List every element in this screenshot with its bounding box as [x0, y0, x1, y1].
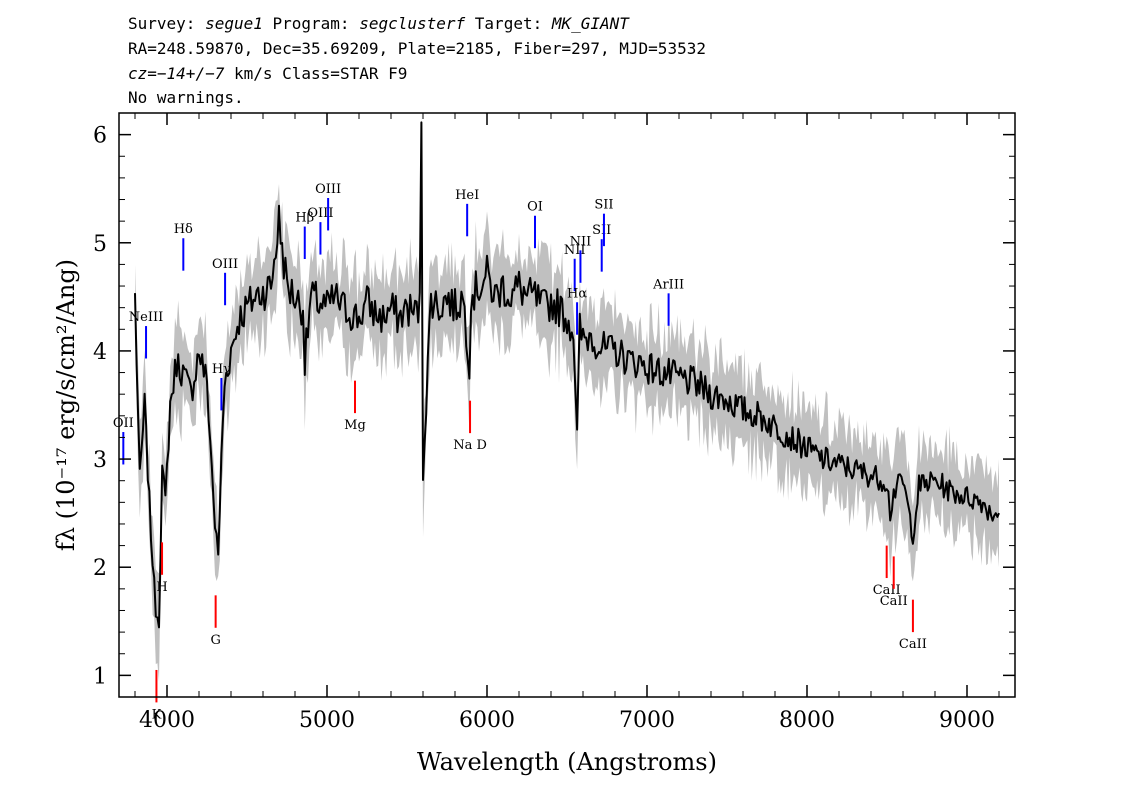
header-segment: Program:: [263, 14, 359, 33]
header-line-1: Survey: segue1 Program: segclusterf Targ…: [128, 14, 630, 33]
emission-line-label: Hδ: [174, 222, 193, 237]
emission-line-label: SII: [594, 198, 613, 213]
x-axis-label: Wavelength (Angstroms): [417, 748, 717, 776]
spectrum-header: Survey: segue1 Program: segclusterf Targ…: [128, 14, 706, 107]
absorption-line-label: Mg: [344, 418, 366, 433]
x-tick-label: 8000: [779, 708, 835, 733]
error-band: [135, 113, 999, 682]
header-line-4: No warnings.: [128, 88, 244, 107]
header-segment: Target:: [465, 14, 552, 33]
y-axis-label: fλ (10⁻¹⁷ erg/s/cm²/Ang): [52, 259, 80, 551]
header-segment: segclusterf: [359, 14, 465, 33]
header-segment: MK_GIANT: [551, 14, 630, 33]
emission-line-label: ArIII: [652, 277, 684, 292]
x-tick-label: 4000: [139, 708, 195, 733]
y-tick-label: 2: [93, 556, 107, 581]
y-tick-label: 1: [93, 664, 107, 689]
plot-frame: [118, 112, 1016, 698]
absorption-line-label: CaII: [880, 594, 908, 609]
flux-series-layer: [134, 121, 1000, 629]
absorption-line-label: Na D: [453, 438, 487, 453]
header-segment: segue1: [205, 14, 263, 33]
absorption-line-label: H: [156, 580, 167, 595]
emission-line-label: Hα: [567, 286, 587, 301]
emission-line-label: HeI: [455, 188, 479, 203]
axes-layer: 4000 5000 6000 7000 8000 9000 1 2 3 4 5 6: [93, 113, 1015, 733]
y-tick-label: 4: [93, 340, 107, 365]
x-tick-label: 9000: [939, 708, 995, 733]
absorption-line-label: K: [152, 707, 162, 722]
x-tick-label: 6000: [459, 708, 515, 733]
absorption-line-label: CaII: [899, 637, 927, 652]
emission-line-label: OI: [527, 200, 543, 215]
header-segment: km/s Class=STAR F9: [224, 64, 407, 83]
header-segment: cz=: [128, 64, 157, 83]
error-band-layer: [135, 113, 999, 682]
header-segment: Survey:: [128, 14, 205, 33]
emission-line-label: OII: [113, 416, 134, 431]
emission-line-label: OIII: [212, 257, 238, 272]
x-tick-label: 7000: [619, 708, 675, 733]
y-tick-label: 3: [93, 448, 107, 473]
y-tick-label: 6: [93, 124, 107, 149]
emission-line-label: NeIII: [129, 310, 163, 325]
header-segment: −14+/−7: [157, 64, 225, 83]
y-tick-label: 5: [93, 232, 107, 257]
emission-line-label: SII: [592, 223, 611, 238]
header-line-3: cz=−14+/−7 km/s Class=STAR F9: [128, 64, 407, 83]
absorption-line-label: G: [210, 633, 220, 648]
x-tick-label: 5000: [299, 708, 355, 733]
header-line-2: RA=248.59870, Dec=35.69209, Plate=2185, …: [128, 39, 706, 58]
flux-line: [134, 121, 1000, 629]
emission-line-label: OIII: [307, 206, 333, 221]
emission-line-label: Hβ: [295, 211, 314, 226]
emission-line-label: NII: [570, 234, 592, 249]
emission-line-label: OIII: [315, 182, 341, 197]
emission-line-label: Hγ: [212, 362, 231, 377]
